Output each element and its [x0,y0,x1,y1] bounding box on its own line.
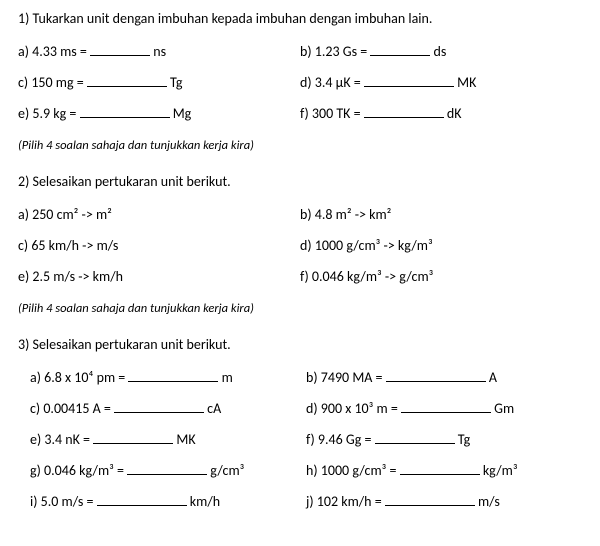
q1-b-pre: b) 1.23 Gs = [300,43,370,60]
q1-row-ef: e) 5.9 kg = Mg f) 300 TK = dK [18,105,582,122]
q3-b-unit: A [486,369,497,386]
q3-e-pre: e) 3.4 nK = [30,431,93,448]
q3-heading: 3) Selesaikan pertukaran unit berikut. [18,336,582,353]
q3-f: f) 9.46 Gg = Tg [306,431,582,448]
q3-row-gh: g) 0.046 kg/m³ = g/cm³ h) 1000 g/cm³ = k… [30,462,582,479]
q1-f-blank[interactable] [364,105,444,118]
q2-row-ef: e) 2.5 m/s -> km/h f) 0.046 kg/m³ -> g/c… [18,268,582,285]
q3-i: i) 5.0 m/s = km/h [30,493,306,510]
q3-d-unit: Gm [491,400,514,417]
q1-a-blank[interactable] [90,43,150,56]
q3-e-unit: MK [173,431,195,448]
q3-f-pre: f) 9.46 Gg = [306,431,375,448]
q3-c-unit: cA [204,400,221,417]
q3-j-pre: j) 102 km/h = [306,493,385,510]
q2-row-cd: c) 65 km/h -> m/s d) 1000 g/cm³ -> kg/m³ [18,237,582,254]
q3-h-blank[interactable] [400,462,480,475]
q1-e-unit: Mg [170,105,192,122]
q1-e-blank[interactable] [80,105,170,118]
q1-f: f) 300 TK = dK [300,105,582,122]
question-2: 2) Selesaikan pertukaran unit berikut. a… [18,173,582,285]
q3-g: g) 0.046 kg/m³ = g/cm³ [30,462,306,479]
q3-i-unit: km/h [187,493,220,510]
q1-b-unit: ds [430,43,446,60]
q3-d: d) 900 x 10³ m = Gm [306,400,582,417]
q3-c-blank[interactable] [114,400,204,413]
q3-b: b) 7490 MA = A [306,369,582,386]
q3-d-blank[interactable] [401,400,491,413]
q3-row-ef: e) 3.4 nK = MK f) 9.46 Gg = Tg [30,431,582,448]
q3-a-pre: a) 6.8 x 10⁴ pm = [30,369,128,386]
q1-f-unit: dK [444,105,462,122]
instruction-2: (Pilih 4 soalan sahaja dan tunjukkan ker… [18,301,582,316]
q2-b: b) 4.8 m² -> km² [300,206,582,223]
q3-d-pre: d) 900 x 10³ m = [306,400,401,417]
q3-i-pre: i) 5.0 m/s = [30,493,97,510]
question-1: 1) Tukarkan unit dengan imbuhan kepada i… [18,10,582,122]
q3-row-ij: i) 5.0 m/s = km/h j) 102 km/h = m/s [30,493,582,510]
q3-g-pre: g) 0.046 kg/m³ = [30,462,127,479]
q1-a: a) 4.33 ms = ns [18,43,300,60]
q3-h: h) 1000 g/cm³ = kg/m³ [306,462,582,479]
question-3: 3) Selesaikan pertukaran unit berikut. a… [18,336,582,510]
q3-row-ab: a) 6.8 x 10⁴ pm = m b) 7490 MA = A [30,369,582,386]
q3-f-unit: Tg [455,431,471,448]
q3-j-blank[interactable] [385,493,475,506]
q3-j: j) 102 km/h = m/s [306,493,582,510]
q1-b-blank[interactable] [370,43,430,56]
q1-d-unit: MK [454,74,476,91]
q3-row-cd: c) 0.00415 A = cA d) 900 x 10³ m = Gm [30,400,582,417]
q1-c-unit: Tg [167,74,183,91]
q3-h-pre: h) 1000 g/cm³ = [306,462,400,479]
q2-heading: 2) Selesaikan pertukaran unit berikut. [18,173,582,190]
q3-c-pre: c) 0.00415 A = [30,400,114,417]
q3-i-blank[interactable] [97,493,187,506]
q3-a: a) 6.8 x 10⁴ pm = m [30,369,306,386]
q3-j-unit: m/s [475,493,500,510]
worksheet-page: 1) Tukarkan unit dengan imbuhan kepada i… [0,0,600,542]
q1-e: e) 5.9 kg = Mg [18,105,300,122]
q3-e-blank[interactable] [93,431,173,444]
q1-d-pre: d) 3.4 µK = [300,74,364,91]
q1-c: c) 150 mg = Tg [18,74,300,91]
instruction-1: (Pilih 4 soalan sahaja dan tunjukkan ker… [18,138,582,153]
q1-row-ab: a) 4.33 ms = ns b) 1.23 Gs = ds [18,43,582,60]
q2-row-ab: a) 250 cm² -> m² b) 4.8 m² -> km² [18,206,582,223]
q3-a-blank[interactable] [128,369,218,382]
q1-c-pre: c) 150 mg = [18,74,87,91]
q1-heading: 1) Tukarkan unit dengan imbuhan kepada i… [18,10,582,27]
q2-e: e) 2.5 m/s -> km/h [18,268,300,285]
q2-c: c) 65 km/h -> m/s [18,237,300,254]
q3-c: c) 0.00415 A = cA [30,400,306,417]
q3-b-blank[interactable] [386,369,486,382]
q1-e-pre: e) 5.9 kg = [18,105,80,122]
q3-body: a) 6.8 x 10⁴ pm = m b) 7490 MA = A c) 0.… [18,369,582,510]
q1-f-pre: f) 300 TK = [300,105,364,122]
q1-d: d) 3.4 µK = MK [300,74,582,91]
q1-b: b) 1.23 Gs = ds [300,43,582,60]
q1-c-blank[interactable] [87,74,167,87]
q3-a-unit: m [218,369,232,386]
q3-h-unit: kg/m³ [480,462,518,479]
q3-e: e) 3.4 nK = MK [30,431,306,448]
q1-a-unit: ns [150,43,166,60]
q2-d: d) 1000 g/cm³ -> kg/m³ [300,237,582,254]
q3-f-blank[interactable] [375,431,455,444]
q3-g-blank[interactable] [127,462,207,475]
q1-d-blank[interactable] [364,74,454,87]
q2-f: f) 0.046 kg/m³ -> g/cm³ [300,268,582,285]
q3-g-unit: g/cm³ [207,462,244,479]
q1-a-pre: a) 4.33 ms = [18,43,90,60]
q2-a: a) 250 cm² -> m² [18,206,300,223]
q1-row-cd: c) 150 mg = Tg d) 3.4 µK = MK [18,74,582,91]
q3-b-pre: b) 7490 MA = [306,369,386,386]
